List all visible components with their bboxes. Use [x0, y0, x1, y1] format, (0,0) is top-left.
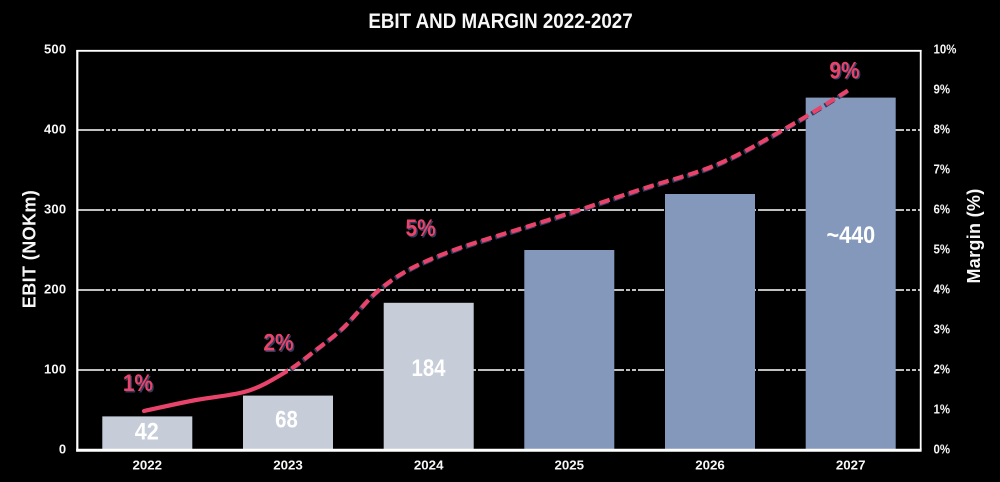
- svg-text:2%: 2%: [934, 362, 951, 377]
- svg-text:0: 0: [59, 442, 66, 457]
- svg-text:Margin (%): Margin (%): [964, 189, 984, 284]
- svg-text:2024: 2024: [414, 457, 444, 472]
- svg-text:2%: 2%: [263, 329, 293, 356]
- svg-text:400: 400: [44, 122, 66, 137]
- svg-text:8%: 8%: [934, 122, 951, 137]
- svg-text:2023: 2023: [273, 457, 303, 472]
- svg-text:2025: 2025: [555, 457, 585, 472]
- svg-text:300: 300: [44, 202, 66, 217]
- svg-text:~440: ~440: [826, 221, 875, 248]
- svg-text:2027: 2027: [836, 457, 866, 472]
- svg-text:9%: 9%: [831, 58, 861, 85]
- svg-text:7%: 7%: [934, 162, 951, 177]
- svg-text:1%: 1%: [124, 371, 154, 398]
- svg-text:42: 42: [135, 418, 159, 445]
- svg-text:9%: 9%: [934, 82, 951, 97]
- svg-text:5%: 5%: [406, 215, 436, 242]
- svg-text:184: 184: [411, 354, 446, 381]
- svg-text:200: 200: [44, 282, 66, 297]
- svg-text:3%: 3%: [934, 322, 951, 337]
- svg-text:6%: 6%: [934, 202, 951, 217]
- svg-text:4%: 4%: [934, 282, 951, 297]
- svg-text:EBIT (NOKm): EBIT (NOKm): [19, 190, 39, 308]
- svg-text:68: 68: [275, 406, 298, 433]
- svg-text:5%: 5%: [934, 242, 951, 257]
- svg-text:1%: 1%: [934, 402, 951, 417]
- svg-text:1%: 1%: [123, 370, 153, 397]
- svg-text:10%: 10%: [934, 42, 957, 57]
- svg-text:0%: 0%: [934, 442, 951, 457]
- svg-text:2026: 2026: [695, 457, 725, 472]
- svg-text:2%: 2%: [265, 330, 295, 357]
- svg-text:EBIT AND MARGIN 2022-2027: EBIT AND MARGIN 2022-2027: [368, 10, 632, 33]
- svg-text:100: 100: [44, 362, 66, 377]
- svg-text:9%: 9%: [829, 57, 859, 84]
- svg-text:2022: 2022: [133, 457, 163, 472]
- svg-text:500: 500: [44, 42, 66, 57]
- svg-text:5%: 5%: [407, 216, 437, 243]
